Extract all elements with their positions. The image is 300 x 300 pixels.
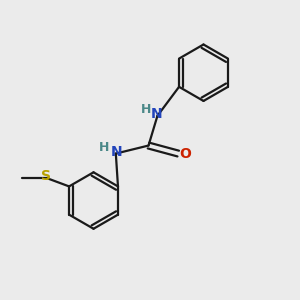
Text: H: H [99, 140, 110, 154]
Text: H: H [141, 103, 151, 116]
Text: O: O [179, 147, 191, 161]
Text: N: N [111, 145, 122, 159]
Text: S: S [41, 169, 51, 183]
Text: N: N [151, 107, 163, 121]
